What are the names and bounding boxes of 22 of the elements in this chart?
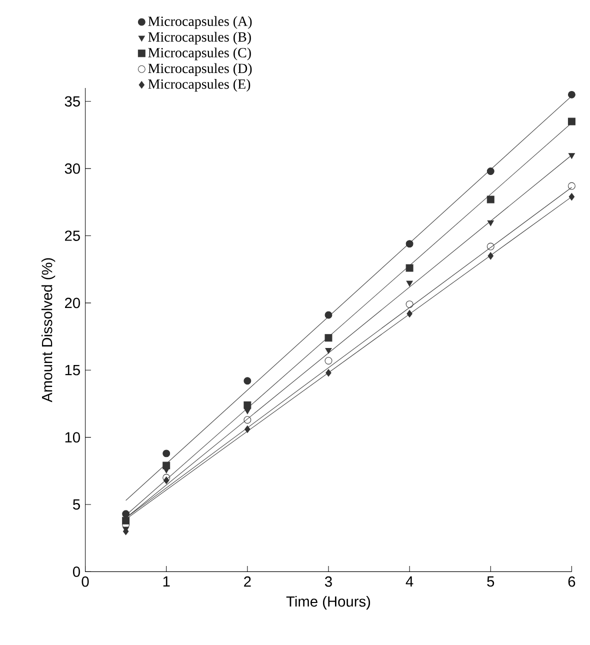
y-tick-label: 25 [64, 230, 80, 241]
x-tick-label: 5 [486, 576, 494, 587]
y-tick-label: 30 [64, 163, 80, 174]
x-tick-label: 0 [82, 576, 89, 587]
x-tick-label: 4 [406, 576, 414, 586]
legend-label: Microcapsules (D) [148, 63, 252, 76]
y-tick-label: 20 [64, 298, 80, 308]
y-tick-label: 35 [64, 96, 80, 107]
y-axis-title: Amount Dissolved (%) [41, 258, 55, 402]
x-tick-label: 6 [568, 576, 575, 587]
legend-label: Microcapsules (A) [148, 16, 252, 29]
legend-label: Microcapsules (C) [148, 48, 251, 60]
y-tick-label: 15 [65, 365, 80, 376]
y-tick-label: 0 [72, 566, 80, 577]
legend-label: Microcapsules (E) [148, 78, 250, 92]
y-tick-label: 10 [65, 432, 80, 443]
y-tick-label: 5 [72, 499, 80, 510]
legend-label: Microcapsules (B) [148, 32, 251, 45]
x-axis-title: Time (Hours) [286, 596, 370, 610]
x-tick-label: 1 [163, 576, 170, 586]
x-tick-label: 3 [324, 576, 332, 587]
x-tick-label: 2 [244, 576, 251, 587]
